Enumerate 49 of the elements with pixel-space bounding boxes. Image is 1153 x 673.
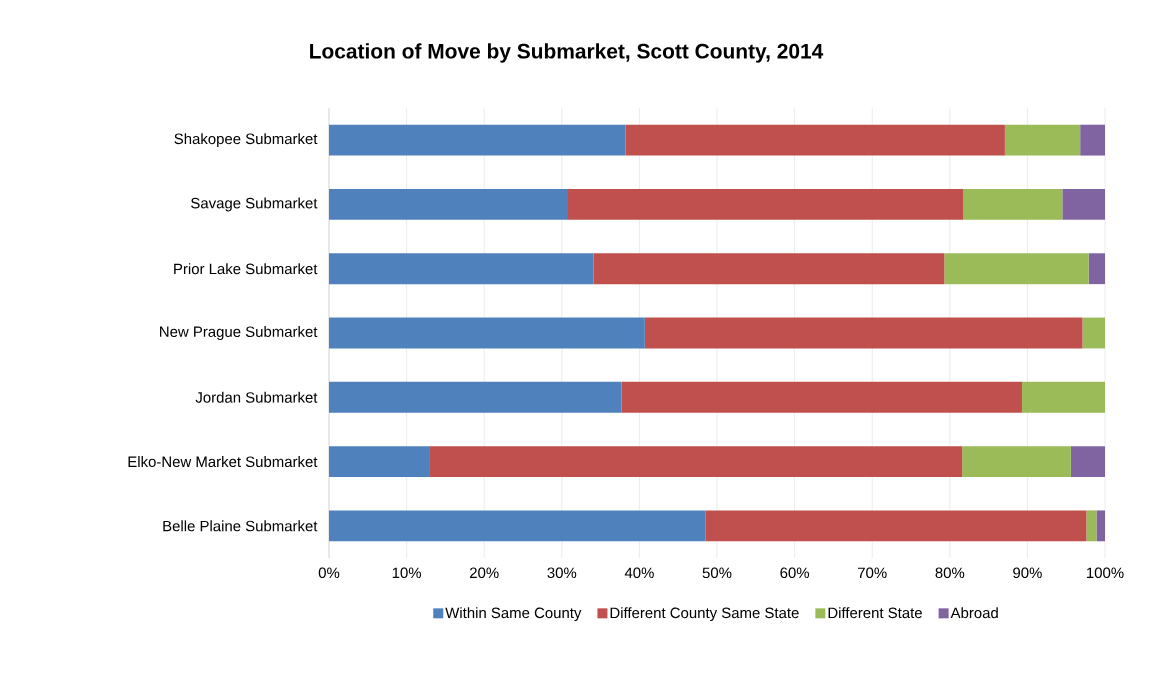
bar — [329, 317, 645, 349]
legend-label: Different County Same State — [610, 607, 799, 622]
bar — [944, 253, 1089, 285]
bar — [1021, 381, 1106, 413]
bar — [1080, 124, 1106, 156]
bar — [593, 253, 945, 285]
chart-title: Location of Move by Submarket, Scott County, 2014 — [310, 43, 824, 63]
bar — [963, 188, 1063, 220]
x-tick-label: 80% — [935, 567, 965, 579]
x-tick-label: 60% — [780, 567, 810, 579]
bar — [329, 446, 430, 477]
legend-label: Abroad — [950, 607, 998, 619]
x-tick-label: 30% — [547, 567, 577, 579]
bar — [329, 253, 594, 285]
y-tick-label: Belle Plaine Submarket — [163, 520, 318, 532]
bar — [705, 510, 1087, 542]
y-tick-label: New Prague Submarket — [160, 326, 318, 340]
x-tick-label: 40% — [624, 567, 654, 579]
bar — [621, 381, 1022, 413]
x-tick-label: 70% — [858, 567, 887, 579]
bar — [429, 446, 963, 477]
x-tick-label: 50% — [702, 567, 732, 579]
bar — [1070, 446, 1106, 477]
bar — [962, 446, 1071, 477]
bar — [625, 124, 1005, 156]
y-tick-label: Savage Submarket — [191, 197, 318, 212]
bar — [1086, 510, 1097, 542]
bar — [1096, 510, 1106, 542]
bar — [329, 510, 706, 542]
bar — [644, 317, 1083, 349]
bar — [568, 188, 963, 220]
bar — [1082, 317, 1106, 349]
bar — [1088, 253, 1106, 285]
x-tick-label: 0% — [318, 567, 340, 579]
x-tick-label: 90% — [1013, 567, 1042, 579]
x-tick-label: 20% — [470, 567, 499, 579]
y-tick-label: Elko-New Market Submarket — [128, 456, 318, 468]
bar — [1004, 124, 1081, 156]
x-tick-label: 100% — [1087, 567, 1124, 579]
legend-label: Different State — [828, 607, 922, 619]
x-tick-label: 10% — [392, 567, 422, 579]
bar — [329, 381, 622, 413]
legend-label: Within Same County — [445, 607, 582, 622]
bar — [329, 188, 569, 220]
bar — [329, 124, 626, 156]
y-tick-label: Prior Lake Submarket — [174, 263, 318, 275]
bar — [1062, 188, 1106, 220]
y-tick-label: Jordan Submarket — [195, 391, 318, 403]
y-tick-label: Shakopee Submarket — [174, 133, 318, 148]
